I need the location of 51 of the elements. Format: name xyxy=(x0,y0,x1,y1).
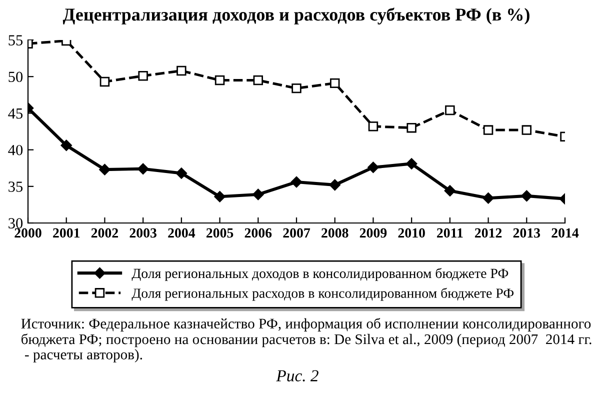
point xyxy=(445,105,455,116)
y-tick-label: 50 xyxy=(8,72,23,82)
point xyxy=(406,158,418,170)
x-tick-label: 2013 xyxy=(513,228,540,238)
point xyxy=(329,179,340,191)
point xyxy=(99,164,110,176)
point xyxy=(214,191,226,202)
x-tick-label: 2001 xyxy=(53,228,80,238)
y-tick-label: 35 xyxy=(8,182,23,192)
point xyxy=(100,76,110,87)
x-tick-label: 2002 xyxy=(91,228,118,238)
x-tick-label: 2000 xyxy=(14,228,42,238)
point xyxy=(252,188,264,200)
point xyxy=(368,162,379,173)
y-tick-label: 55 xyxy=(8,35,23,46)
point xyxy=(330,78,340,88)
legend-label: Доля региональных доходов в консолидированном бюджете РФ xyxy=(132,268,508,281)
point xyxy=(176,168,188,179)
text: Источник: Федеральное казначейство РФ, информация об исполнении консолидированного бюджета РФ; построено на основании расчетов в: De Silva et al., 2009 (период 2007 2014 гг. - расчеты авторов). xyxy=(21,318,592,362)
point xyxy=(137,163,149,174)
point xyxy=(60,140,72,152)
y-tick-label: 45 xyxy=(8,108,23,119)
x-tick-label: 2007 xyxy=(283,228,310,238)
point xyxy=(290,176,302,188)
x-tick-label: 2014 xyxy=(552,228,579,238)
point xyxy=(522,125,532,135)
point xyxy=(138,71,148,81)
x-tick-label: 2008 xyxy=(322,228,348,238)
point xyxy=(483,125,494,135)
x-tick-label: 2005 xyxy=(206,228,234,238)
x-tick-label: 2010 xyxy=(398,228,425,238)
x-tick-label: 2012 xyxy=(474,228,502,238)
x-tick-label: 2011 xyxy=(437,228,463,238)
point xyxy=(176,66,186,76)
y-tick-label: 40 xyxy=(8,144,23,156)
point xyxy=(292,83,302,94)
point xyxy=(368,122,378,132)
point xyxy=(406,122,416,133)
point xyxy=(214,75,225,86)
y-tick-label: 30 xyxy=(8,218,23,228)
point xyxy=(444,185,456,196)
x-tick-label: 2004 xyxy=(168,228,196,238)
x-tick-label: 2003 xyxy=(130,228,156,238)
x-tick-label: 2009 xyxy=(360,228,387,238)
chart-title: Децентрализация доходов и расходов субъектов РФ (в %) xyxy=(62,8,530,24)
point xyxy=(482,192,494,204)
legend-label: Доля региональных расходов в консолидированном бюджете РФ xyxy=(132,288,514,301)
x-tick-label: 2006 xyxy=(244,228,272,238)
point xyxy=(521,190,532,202)
point xyxy=(253,75,264,86)
text: Рис. 2 xyxy=(276,370,318,382)
